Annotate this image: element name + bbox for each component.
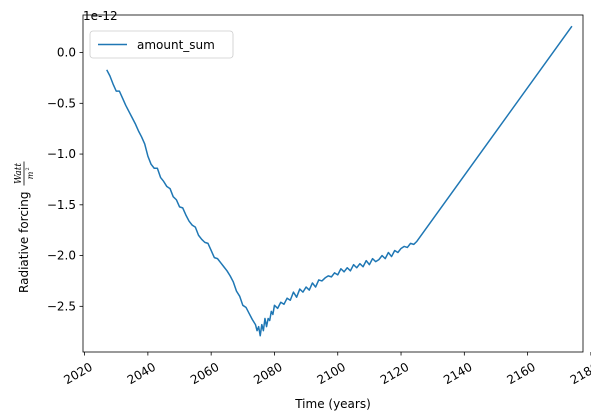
- series-layer: [106, 25, 573, 337]
- plot-area-background: [83, 15, 583, 352]
- series-line-amount_sum: [106, 25, 573, 337]
- y-unit-denominator: m: [26, 171, 35, 179]
- legend-label: amount_sum: [137, 38, 215, 52]
- legend-box: [89, 30, 234, 59]
- y-tick-label: −2.0: [47, 249, 76, 263]
- plot-frame: [82, 14, 584, 353]
- y-axis-label: Radiative forcing Watt m 2: [14, 161, 35, 293]
- y-tick-label: −1.0: [47, 147, 76, 161]
- offset-label: 1e-12: [83, 9, 118, 23]
- y-axis-label-text: Radiative forcing: [17, 192, 31, 293]
- y-tick-label: −2.5: [47, 299, 76, 313]
- y-tick-labels: 0.0 −0.5 −1.0 −1.5 −2.0 −2.5: [47, 46, 76, 314]
- y-unit-numerator: Watt: [14, 163, 24, 184]
- x-axis-label: Time (years): [294, 397, 371, 411]
- y-tick-label: −0.5: [47, 96, 76, 110]
- legend: amount_sum: [89, 30, 234, 59]
- y-unit-exponent: 2: [25, 167, 31, 170]
- y-tick-label: 0.0: [57, 46, 76, 60]
- y-axis-unit: Watt m 2: [14, 161, 35, 186]
- y-tick-label: −1.5: [47, 198, 76, 212]
